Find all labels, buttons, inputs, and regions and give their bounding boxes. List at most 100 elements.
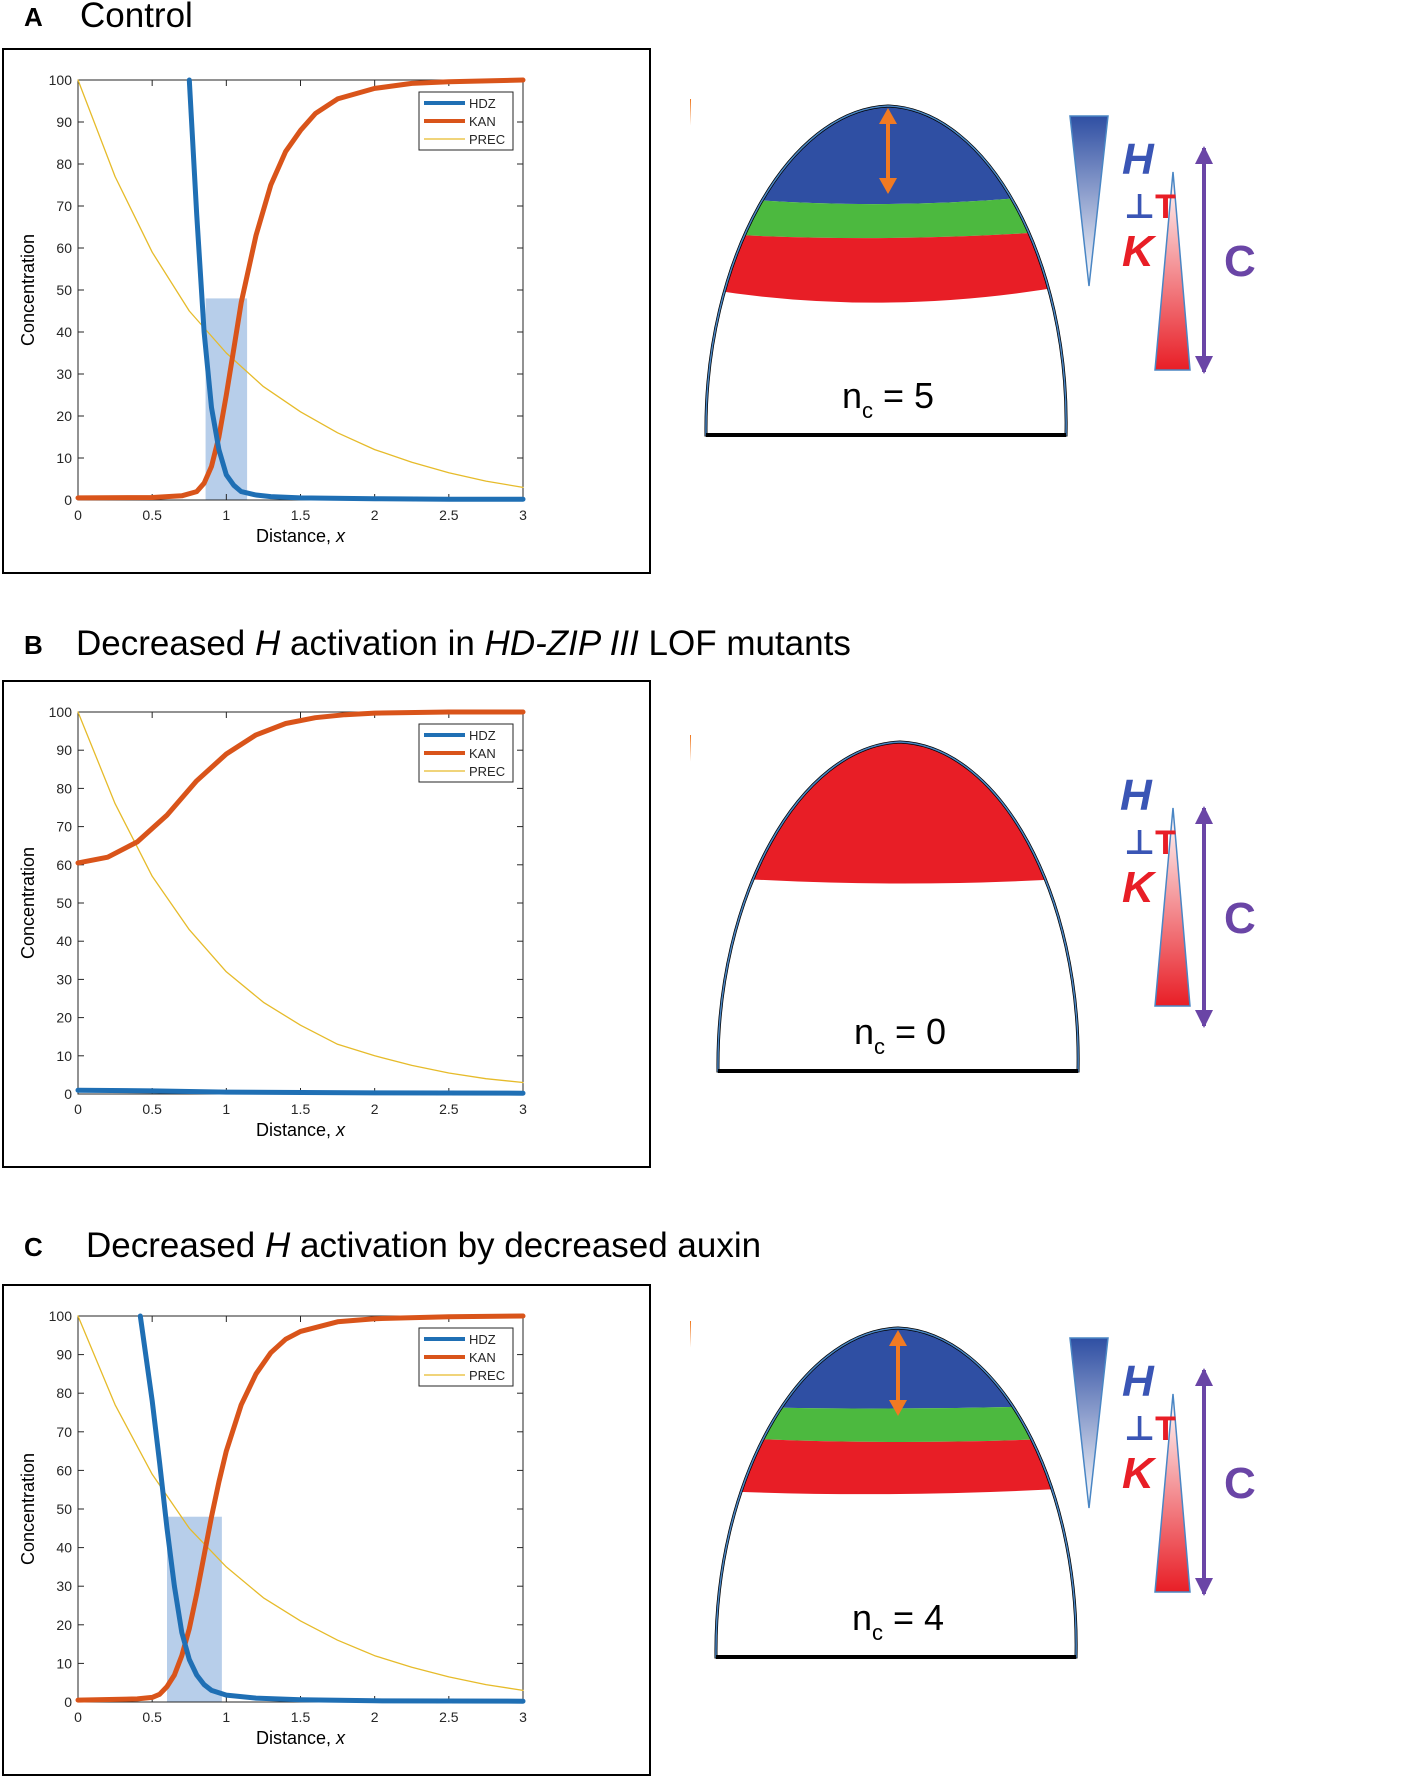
x-tick-label: 0 [74,507,82,523]
c-arrow-head-down [1195,1578,1213,1596]
depth-arrow-head-up [889,1330,907,1346]
hdz-region [715,1328,1077,1409]
depth-arrow-head-down [879,178,897,194]
inhibition-label: ⊥T [1124,188,1176,226]
x-axis-label-text: Distance, [256,1120,336,1140]
depth-arrow-head-down [889,1400,907,1416]
x-axis-label-text: Distance, [256,1728,336,1748]
y-tick-label: 80 [56,156,72,172]
x-tick-label: 0 [74,1101,82,1117]
y-tick-label: 10 [56,1048,72,1064]
depth-arrow-head-up [879,108,897,124]
y-tick-label: 40 [56,324,72,340]
panel-label: B [24,630,43,660]
chart: 0 0.5 1 1.5 2 2.5 30102030405060708090100Dista… [18,704,527,1140]
c-arrow-head-down [1195,356,1213,374]
series-line-kan [75,1313,526,1703]
y-tick-label: 0 [64,1694,72,1710]
nc-label: nc = 0 [854,1011,946,1059]
nc-value: = 0 [885,1011,946,1052]
organ-diagram: nc = 5PH⊥TKC [690,99,1256,437]
title-segment: Decreased [86,1226,265,1265]
y-tick-label: 70 [56,1424,72,1440]
title-segment: activation by decreased auxin [290,1226,762,1265]
legend-entry: PREC [469,764,505,779]
x-tick-label: 2.5 [439,1101,459,1117]
x-tick-label: 2.5 [439,1709,459,1725]
chart-frame: 0 0.5 1 1.5 2 2.5 3 0 10 20 30 40 50 60 70 80 90 100 Dista… [2,1284,651,1776]
series-line-kan [75,709,526,866]
x-tick-label: 3 [519,1101,527,1117]
x-axis-label: Distance, x [256,1120,346,1140]
c-arrow-head-up [1195,146,1213,164]
k-label: K [1122,227,1157,276]
y-tick-label: 50 [56,1501,72,1517]
x-tick-label: 3 [519,507,527,523]
panel-title: Decreased H activation in HD-ZIP III LOF… [76,624,851,664]
panel-label: A [24,2,43,32]
y-tick-label: 20 [56,408,72,424]
y-tick-label: 20 [56,1010,72,1026]
k-gradient-triangle [1154,171,1191,371]
chart-frame: 0 0.5 1 1.5 2 2.5 3 0 10 20 30 40 50 60 70 80 90 100 Dista… [2,48,651,574]
kan-region [705,228,1067,303]
nc-label: nc = 4 [852,1597,944,1645]
y-tick-label: 90 [56,114,72,130]
nc-sub: c [862,398,873,423]
series-line-hdz [137,1313,526,1704]
nc-base: n [854,1011,874,1052]
h-label: H [1122,1357,1155,1406]
legend-entry: PREC [469,132,505,147]
inhibition-bar: ⊥ [1124,1410,1155,1448]
k-label: K [1122,1449,1157,1498]
y-tick-label: 80 [56,1385,72,1401]
h-label: H [1120,771,1153,820]
k-label: K [1122,863,1157,912]
y-tick-label: 100 [49,72,73,88]
y-tick-label: 0 [64,1086,72,1102]
y-tick-label: 50 [56,282,72,298]
x-tick-label: 2 [371,1709,379,1725]
dome-outline-blue [715,1327,1077,1658]
y-tick-label: 70 [56,198,72,214]
legend: HDZ KAN PREC [418,1327,514,1387]
y-axis-label: Concentration [18,847,38,959]
chart-frame: 0 0.5 1 1.5 2 2.5 3 0 10 20 30 40 50 60 70 80 90 100 Dista… [2,680,651,1168]
y-tick-label: 40 [56,933,72,949]
title-segment: Control [80,0,193,35]
x-tick-label: 0.5 [142,1101,162,1117]
y-tick-label: 60 [56,240,72,256]
c-label: C [1224,237,1256,286]
transition-region [715,1404,1077,1442]
legend: HDZ KAN PREC [418,723,514,783]
c-arrow-head-up [1195,1368,1213,1386]
x-axis-label-var: x [335,1728,346,1748]
y-tick-label: 60 [56,857,72,873]
organ-diagram: nc = 4PH⊥TKC [690,1321,1256,1659]
title-segment: H [264,1226,291,1265]
legend-entry: HDZ [469,728,496,743]
x-tick-label: 1.5 [291,1709,311,1725]
x-tick-label: 1 [222,1101,230,1117]
y-tick-label: 40 [56,1540,72,1556]
x-tick-label: 0.5 [142,507,162,523]
dome-outline-blue [705,105,1067,436]
y-tick-label: 10 [56,450,72,466]
legend-entry: HDZ [469,1332,496,1347]
title-segment: H [254,624,281,663]
panel-b: B Decreased H activation in HD-ZIP III L… [0,618,1417,1178]
legend-entry: KAN [469,114,496,129]
k-gradient-triangle [1154,1393,1191,1593]
x-axis-label-text: Distance, [256,526,336,546]
inhibition-bar: ⊥ [1124,824,1155,862]
y-tick-label: 30 [56,1578,72,1594]
x-axis-label-var: x [335,1120,346,1140]
dome-outline-blue [717,741,1079,1072]
inhibition-bar: ⊥ [1124,188,1155,226]
k-gradient-triangle [1154,807,1191,1007]
y-axis-label: Concentration [18,234,38,346]
y-tick-label: 50 [56,895,72,911]
kan-region [715,1436,1077,1495]
chart: 0 0.5 1 1.5 2 2.5 30102030405060708090100Dista… [18,72,527,546]
legend-entry: PREC [469,1368,505,1383]
